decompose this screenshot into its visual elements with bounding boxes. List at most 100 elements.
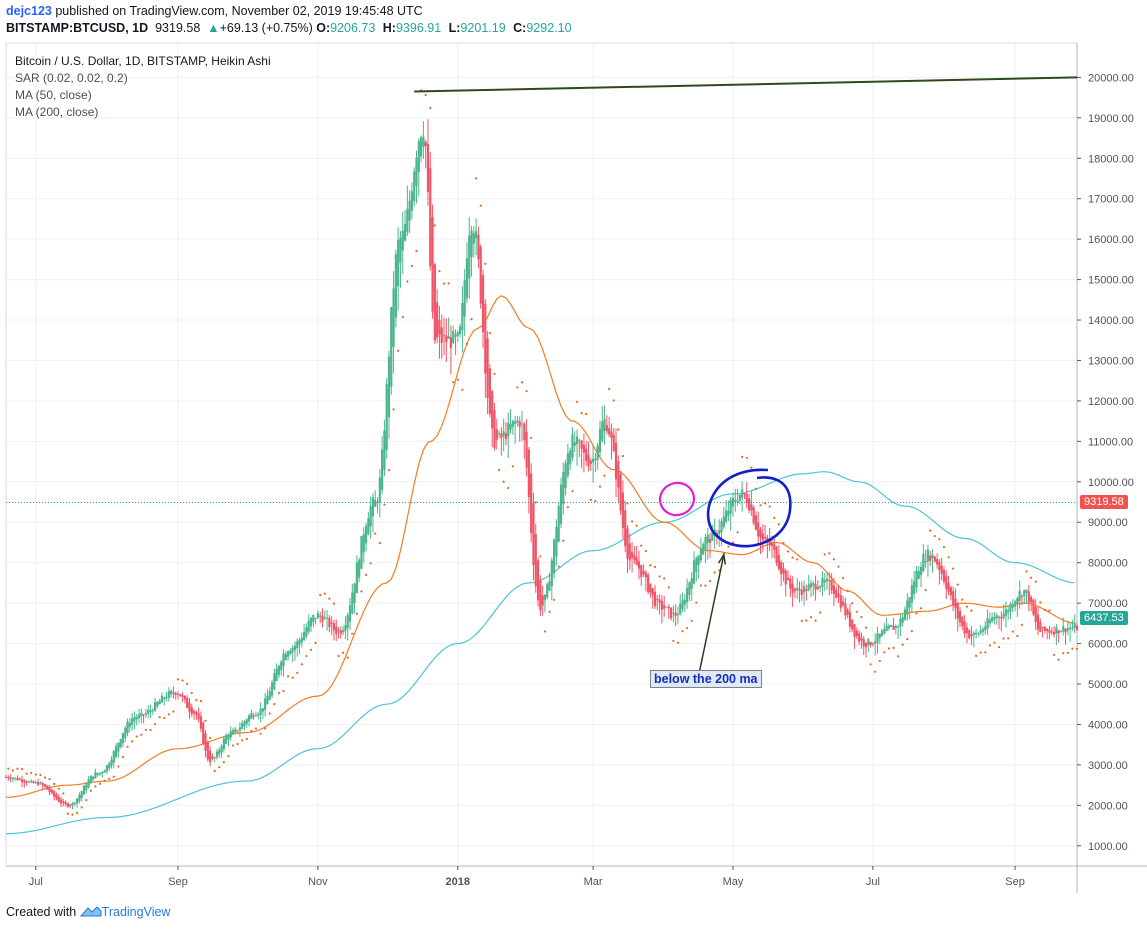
sar-dot <box>369 562 372 565</box>
candle-body <box>954 598 957 609</box>
candle-body <box>651 588 654 596</box>
candle-body <box>53 791 56 797</box>
candle-body <box>1025 589 1028 594</box>
candle-body <box>793 588 797 592</box>
sar-dot <box>809 616 813 619</box>
candle-body <box>1048 630 1051 633</box>
sar-dot <box>277 691 281 694</box>
legend-sar[interactable]: SAR (0.02, 0.02, 0.2) <box>15 71 128 85</box>
candle-body <box>509 424 512 430</box>
legend-ma50[interactable]: MA (50, close) <box>15 88 92 102</box>
candle-body <box>702 544 705 555</box>
candle-body <box>247 715 251 722</box>
annotation-arrow[interactable] <box>697 552 727 677</box>
candle-body <box>965 627 969 634</box>
candle-body <box>199 716 203 729</box>
author-link[interactable]: dejc123 <box>6 4 52 18</box>
candle-body <box>942 569 946 582</box>
candle-body <box>454 334 457 337</box>
candle-body <box>231 730 235 735</box>
sar-dot <box>640 544 643 547</box>
candle-body <box>387 356 391 418</box>
sar-dot <box>332 602 336 605</box>
candle-body <box>197 713 200 720</box>
candle-body <box>142 714 145 716</box>
candle-body <box>112 751 115 763</box>
sar-dot <box>708 579 712 583</box>
sar-dot <box>571 490 574 493</box>
sar-dot <box>974 654 978 657</box>
candle-body <box>156 701 159 707</box>
time-axis[interactable]: Jul Sep Nov 2018 Mar May Jul Sep <box>29 866 1025 888</box>
price-chart[interactable]: 1000.00 2000.00 3000.00 4000.00 5000.00 6000.… <box>0 0 1147 900</box>
candle-body <box>153 702 157 711</box>
candle-body <box>663 605 666 609</box>
candle-body <box>520 423 524 425</box>
sar-dot <box>731 541 735 544</box>
legend-ma200[interactable]: MA (200, close) <box>15 105 99 119</box>
candle-body <box>906 600 909 615</box>
candle-body <box>644 572 647 578</box>
sar-dot <box>241 739 244 742</box>
candle-body <box>225 735 228 744</box>
sar-dot <box>94 785 97 788</box>
candle-body <box>245 719 248 724</box>
candle-body <box>346 614 349 629</box>
sar-dot <box>282 690 285 693</box>
y-tick-label: 16000.00 <box>1088 234 1134 246</box>
trendline-group[interactable] <box>414 76 1078 93</box>
candle-body <box>270 682 274 696</box>
ma200-line-group <box>6 471 1075 835</box>
candle-body <box>569 450 572 465</box>
candle-body <box>1075 625 1079 631</box>
candle-body <box>23 780 26 783</box>
candle-body <box>981 629 985 632</box>
candle-body <box>381 449 384 490</box>
candle-body <box>89 775 92 784</box>
candle-body <box>587 454 590 467</box>
candle-body <box>958 610 962 623</box>
candle-body <box>417 140 420 173</box>
candle-body <box>931 554 934 559</box>
candle-body <box>592 458 595 463</box>
sar-dot <box>1039 601 1042 604</box>
candle-body <box>319 615 322 617</box>
tradingview-brand[interactable]: TradingView <box>101 905 171 919</box>
footer: Created with TradingView <box>6 905 170 919</box>
candle-body <box>913 581 916 594</box>
candle-body <box>669 607 673 619</box>
candle-body <box>938 561 941 571</box>
candle-body <box>188 702 191 712</box>
candle-body <box>624 510 627 547</box>
candle-body <box>1071 627 1074 629</box>
candle-body <box>468 235 471 279</box>
candle-body <box>890 625 893 627</box>
sar-dot <box>598 485 602 488</box>
y-tick-label: 17000.00 <box>1088 194 1134 206</box>
sar-dot <box>988 644 991 647</box>
candle-body <box>397 239 400 286</box>
blue-circle-drawing[interactable] <box>706 468 792 548</box>
annotation-label[interactable]: below the 200 ma <box>650 670 762 688</box>
y-tick-label: 15000.00 <box>1088 275 1134 287</box>
sar-dot <box>759 504 762 507</box>
candle-body <box>174 692 177 695</box>
candle-body <box>140 712 143 717</box>
candle-body <box>348 605 352 622</box>
candle-body <box>192 710 196 714</box>
candle-body <box>296 641 299 648</box>
candle-body <box>514 421 517 424</box>
candle-body <box>782 567 785 574</box>
candle-body <box>55 793 58 800</box>
candle-body <box>305 627 308 636</box>
candle-body <box>401 230 404 251</box>
candle-body <box>34 782 37 784</box>
candle-body <box>1011 605 1014 608</box>
pink-circle-drawing[interactable] <box>656 479 697 519</box>
candle-body <box>32 781 35 783</box>
candle-body <box>832 585 836 595</box>
sar-dot <box>924 588 927 592</box>
candle-body <box>516 420 519 423</box>
price-axis[interactable]: 1000.00 2000.00 3000.00 4000.00 5000.00 6000.… <box>1077 72 1134 853</box>
sar-dot <box>456 378 459 381</box>
